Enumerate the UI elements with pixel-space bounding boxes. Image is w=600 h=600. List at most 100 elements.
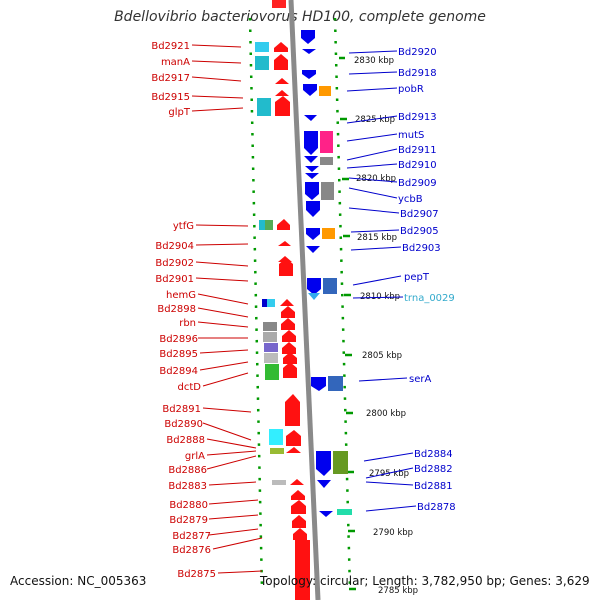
- gene-label: Bd2888: [166, 435, 205, 446]
- gene-label: ycbB: [398, 194, 423, 205]
- gene-label: manA: [161, 57, 190, 68]
- label-connector: [208, 481, 257, 486]
- gene-feature: [322, 228, 335, 239]
- kbp-label: 2825 kbp: [355, 115, 395, 125]
- gene-feature: [319, 511, 333, 517]
- gene-feature: [304, 131, 318, 155]
- gene-feature: [304, 156, 318, 163]
- gene-feature: [264, 353, 278, 363]
- gene-feature: [308, 293, 320, 300]
- label-connector: [358, 377, 408, 382]
- gene-feature: [291, 490, 305, 500]
- gene-feature: [272, 480, 286, 485]
- gene-feature: [301, 30, 315, 44]
- gene-feature: [257, 98, 271, 116]
- label-connector: [348, 207, 400, 214]
- gene-feature: [306, 201, 320, 217]
- label-connector: [206, 450, 257, 456]
- gene-feature: [323, 278, 337, 294]
- gene-label: Bd2895: [159, 349, 198, 360]
- gene-feature: [302, 70, 316, 79]
- gene-feature: [285, 394, 300, 426]
- gene-feature: [304, 115, 317, 121]
- gene-feature: [267, 299, 275, 307]
- trna-label: trna_0029: [404, 293, 455, 304]
- kbp-label: 2790 kbp: [373, 528, 413, 538]
- label-connector: [191, 107, 244, 112]
- gene-label: Bd2881: [414, 481, 453, 492]
- gene-label: Bd2901: [155, 274, 194, 285]
- gene-label: Bd2909: [398, 178, 437, 189]
- gene-feature: [272, 0, 286, 8]
- gene-feature: [293, 528, 307, 540]
- label-connector: [363, 452, 414, 462]
- label-connector: [348, 71, 398, 75]
- gene-label: Bd2903: [402, 243, 441, 254]
- gene-label: Bd2905: [400, 226, 439, 237]
- label-connector: [197, 307, 249, 318]
- map-title: Bdellovibrio bacteriovorus HD100, comple…: [114, 9, 486, 25]
- kbp-label: 2830 kbp: [354, 56, 394, 66]
- gene-feature: [283, 362, 297, 378]
- gene-label: Bd2882: [414, 464, 453, 475]
- label-connector: [202, 407, 252, 413]
- gene-label: Bd2917: [151, 73, 190, 84]
- label-connector: [195, 243, 249, 246]
- gene-feature: [305, 166, 319, 172]
- gene-feature: [319, 86, 331, 96]
- gene-feature: [259, 220, 265, 230]
- gene-feature: [282, 330, 296, 342]
- gene-label: Bd2894: [159, 366, 198, 377]
- gene-feature: [259, 220, 273, 230]
- label-connector: [191, 76, 242, 82]
- kbp-label: 2820 kbp: [356, 174, 396, 184]
- gene-label: pepT: [404, 272, 430, 283]
- gene-label: Bd2920: [398, 47, 437, 58]
- gene-feature: [279, 258, 293, 276]
- label-connector: [208, 514, 259, 520]
- gene-feature: [305, 173, 319, 179]
- label-connector: [212, 537, 263, 550]
- kbp-label: 2800 kbp: [366, 409, 406, 419]
- label-connector: [365, 505, 417, 512]
- label-connector: [365, 467, 414, 479]
- label-connector: [346, 148, 398, 161]
- gene-label: Bd2911: [398, 145, 437, 156]
- label-connector: [350, 229, 400, 233]
- gene-feature: [255, 42, 269, 52]
- gene-feature: [306, 228, 320, 240]
- right-tick-track: [333, 17, 352, 591]
- label-connector: [352, 275, 402, 286]
- kbp-label: 2805 kbp: [362, 351, 402, 361]
- kbp-label: 2815 kbp: [357, 233, 397, 243]
- label-connector: [352, 296, 404, 299]
- gene-feature: [307, 278, 321, 295]
- kbp-label: 2785 kbp: [378, 586, 418, 596]
- label-connector: [195, 277, 249, 282]
- gene-feature: [282, 342, 296, 354]
- gene-feature: [265, 364, 279, 380]
- genome-summary: Topology: circular; Length: 3,782,950 bp…: [260, 574, 590, 588]
- label-connector: [197, 293, 249, 305]
- gene-label: Bd2875: [177, 569, 216, 580]
- gene-label: Bd2878: [417, 502, 456, 513]
- gene-label: Bd2877: [172, 531, 211, 542]
- gene-label: hemG: [166, 290, 196, 301]
- gene-label: Bd2880: [169, 500, 208, 511]
- label-connector: [348, 50, 398, 54]
- gene-feature: [262, 299, 267, 307]
- gene-feature: [321, 182, 334, 200]
- gene-label: pobR: [398, 84, 424, 95]
- label-connector: [208, 528, 259, 536]
- gene-feature: [274, 54, 288, 70]
- gene-feature: [274, 42, 288, 52]
- gene-label: Bd2876: [172, 545, 211, 556]
- label-connector: [365, 481, 414, 486]
- gene-label: rbn: [179, 318, 196, 329]
- gene-feature: [278, 241, 291, 246]
- kbp-label: 2795 kbp: [369, 469, 409, 479]
- label-connector: [199, 349, 249, 354]
- label-connector: [348, 177, 398, 183]
- gene-feature: [283, 352, 297, 364]
